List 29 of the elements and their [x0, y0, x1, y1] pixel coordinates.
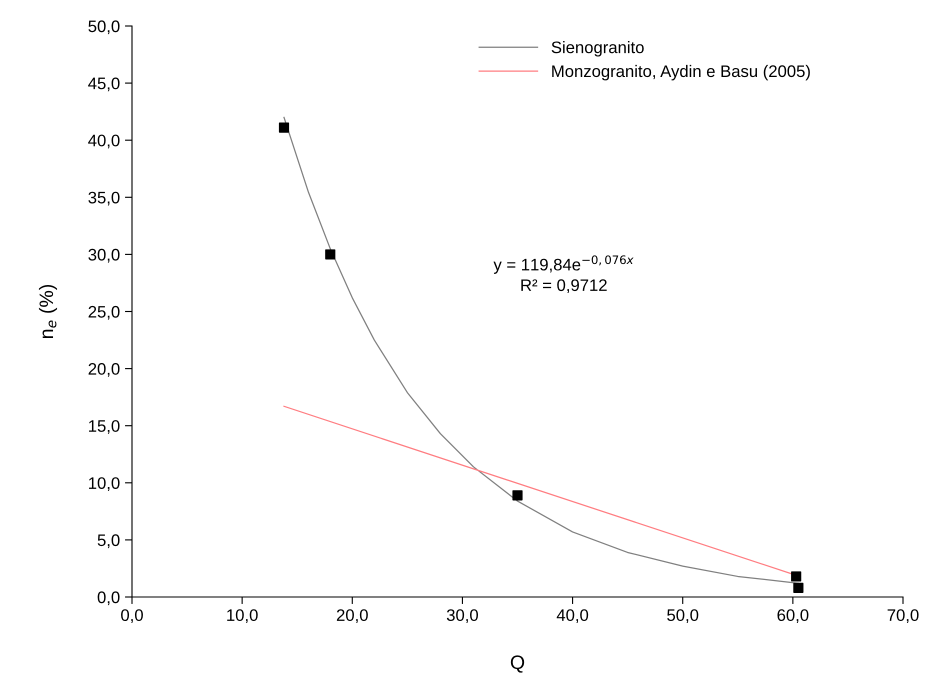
y-axis-title: n$_{e}$ (%) — [38, 284, 58, 338]
x-axis-title: Q — [510, 655, 524, 673]
y-tick-label: 40,0 — [88, 134, 120, 148]
x-tick-label: 30,0 — [446, 609, 478, 624]
point — [512, 490, 523, 500]
x-tick-label: 10,0 — [227, 609, 258, 624]
x-tick-label: 70,0 — [888, 609, 919, 624]
y-tick-label: 20,0 — [88, 363, 120, 377]
y-tick-label: 15,0 — [89, 420, 120, 434]
y-tick-label: 35,0 — [88, 192, 120, 206]
legend-label: Sienogranito — [552, 41, 644, 57]
y-tick-label: 0,0 — [98, 591, 120, 606]
y-tick-label: 30,0 — [88, 248, 120, 263]
y-tick-label: 10,0 — [89, 477, 120, 491]
y-tick-label: 5,0 — [98, 534, 120, 548]
annotation: y = 119,84e$^{−0,076x}$ R² = 0,9712 — [493, 255, 634, 294]
point — [278, 122, 290, 133]
point — [791, 571, 802, 582]
x-tick-label: 40,0 — [556, 609, 588, 624]
point — [793, 582, 804, 593]
x-tick-label: 0,0 — [121, 609, 143, 624]
x-tick-label: 50,0 — [667, 609, 698, 624]
y-tick-label: 45,0 — [88, 78, 120, 92]
legend-label: Monzogranito, Aydin e Basu (2005) — [552, 64, 810, 80]
point — [325, 249, 336, 260]
x-tick-label: 60,0 — [777, 609, 808, 624]
y-tick-label: 25,0 — [88, 306, 120, 320]
x-tick-label: 20,0 — [336, 609, 368, 624]
y-tick-label: 50,0 — [88, 20, 120, 34]
